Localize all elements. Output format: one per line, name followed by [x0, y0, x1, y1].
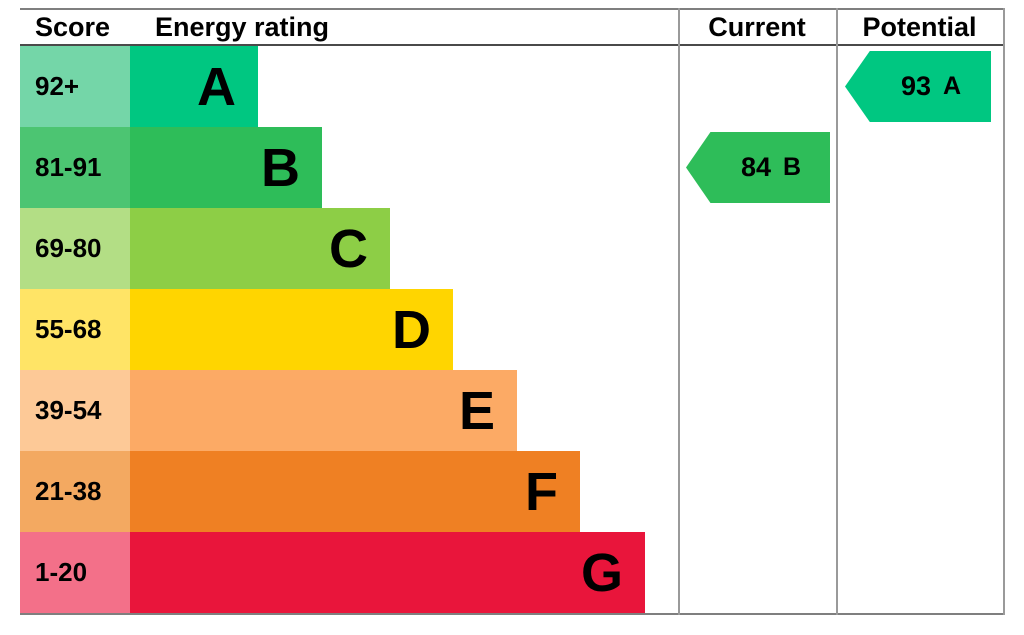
band-row-f: 21-38 F	[20, 451, 1005, 532]
potential-column-divider	[836, 8, 838, 615]
chart-header: Score Energy rating Current Potential	[0, 8, 1024, 44]
score-range-e: 39-54	[20, 370, 130, 451]
header-underline	[20, 44, 1005, 46]
band-letter-d: D	[392, 299, 431, 360]
band-letter-b: B	[261, 137, 300, 198]
score-range-f: 21-38	[20, 451, 130, 532]
current-rating-arrow: 84 B	[686, 132, 830, 203]
band-row-e: 39-54 E	[20, 370, 1005, 451]
band-letter-g: G	[580, 542, 623, 603]
band-bar-g: G	[130, 532, 645, 613]
bottom-border-line	[20, 613, 1005, 615]
current-rating-value: 84	[740, 152, 771, 182]
band-letter-e: E	[458, 380, 495, 441]
band-bar-d: D	[130, 289, 453, 370]
band-row-c: 69-80 C	[20, 208, 1005, 289]
potential-rating-band: A	[942, 72, 962, 100]
band-bar-a: A	[130, 46, 258, 127]
top-border-line	[20, 8, 1005, 10]
band-bar-e: E	[130, 370, 517, 451]
band-bar-c: C	[130, 208, 390, 289]
current-column-divider	[678, 8, 680, 615]
energy-rating-column-header: Energy rating	[155, 12, 330, 42]
band-bar-b: B	[130, 127, 322, 208]
score-range-d: 55-68	[20, 289, 130, 370]
band-row-a: 92+ A	[20, 46, 1005, 127]
band-row-g: 1-20 G	[20, 532, 1005, 613]
band-letter-a: A	[197, 56, 236, 117]
current-rating-band: B	[782, 153, 802, 181]
score-range-b: 81-91	[20, 127, 130, 208]
band-letter-c: C	[329, 218, 368, 279]
band-letter-f: F	[525, 461, 558, 522]
band-bar-f: F	[130, 451, 580, 532]
score-range-c: 69-80	[20, 208, 130, 289]
band-row-d: 55-68 D	[20, 289, 1005, 370]
score-range-g: 1-20	[20, 532, 130, 613]
current-column-header: Current	[708, 12, 806, 42]
band-rows: 92+ A 81-91 B 69-80 C 55-68 D 39-54	[20, 46, 1005, 613]
potential-rating-value: 93	[900, 71, 931, 101]
band-row-b: 81-91 B	[20, 127, 1005, 208]
right-border-line	[1003, 8, 1005, 615]
score-column-header: Score	[35, 12, 111, 42]
potential-rating-arrow: 93 A	[845, 51, 991, 122]
potential-column-header: Potential	[862, 12, 977, 42]
score-range-a: 92+	[20, 46, 130, 127]
